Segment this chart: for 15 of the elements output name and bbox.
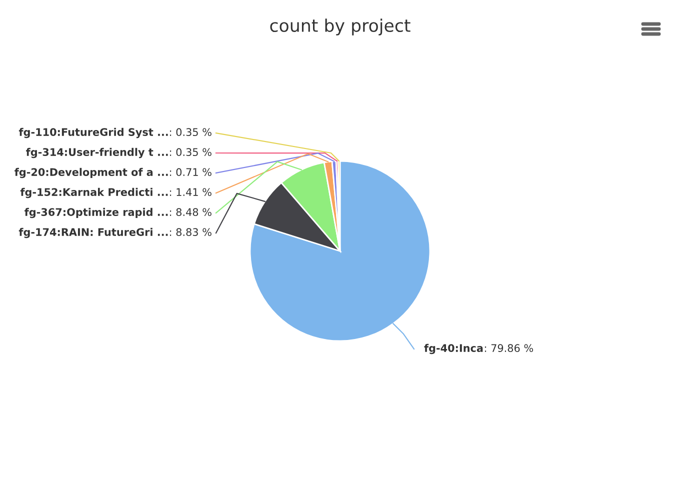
slice-label: fg-174:RAIN: FutureGri ... xyxy=(18,228,168,238)
data-label: : 8.48 % xyxy=(170,208,212,216)
slice-label: fg-314:User-friendly t ... xyxy=(26,148,168,158)
data-label: : 1.41 % xyxy=(170,188,212,196)
slice-label: fg-152:Karnak Predicti ... xyxy=(20,188,168,198)
data-label: : 0.71 % xyxy=(170,168,212,176)
slice-label: fg-367:Optimize rapid ... xyxy=(24,208,168,218)
data-label: : 8.83 % xyxy=(170,228,212,236)
slice-label: fg-20:Development of a ... xyxy=(14,168,168,178)
chart-title: count by project xyxy=(270,18,410,36)
slice-label: fg-110:FutureGrid Syst ... xyxy=(18,128,168,138)
data-label: : 0.35 % xyxy=(170,148,212,156)
data-label: : 79.86 % xyxy=(484,344,534,352)
slice-label: fg-40:Inca xyxy=(424,344,483,354)
data-label: : 0.35 % xyxy=(170,128,212,136)
